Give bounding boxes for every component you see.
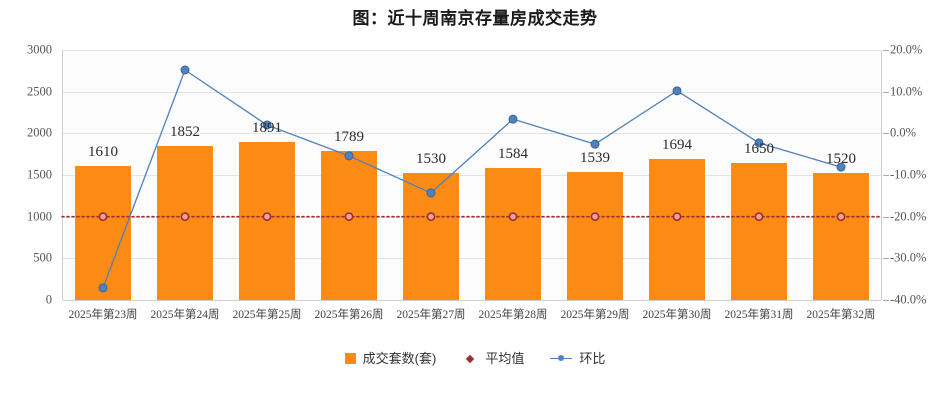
legend-item-bar[interactable]: 成交套数(套) <box>344 351 437 366</box>
y-tick-left: 2500 <box>27 84 52 99</box>
bar-value-label: 1539 <box>580 149 610 166</box>
ratio-line <box>102 69 842 289</box>
y-tick-right: -10.0% <box>890 167 927 182</box>
x-tick-label: 2025年第25周 <box>232 309 302 321</box>
legend-label-bar: 成交套数(套) <box>362 351 437 366</box>
legend-item-average[interactable]: 平均值 <box>462 352 524 365</box>
ratio-point[interactable] <box>426 188 436 198</box>
bar-swatch-icon <box>344 353 356 364</box>
tick-mark <box>883 133 889 135</box>
gridline <box>63 133 881 135</box>
x-tick-label: 2025年第29周 <box>560 309 630 321</box>
y-tick-left: 0 <box>45 292 52 307</box>
tick-mark <box>883 258 889 260</box>
x-tick-label: 2025年第30周 <box>642 309 712 321</box>
y-tick-right: 20.0% <box>890 42 923 57</box>
bar-value-label: 1520 <box>826 151 856 168</box>
average-point[interactable] <box>180 212 190 222</box>
series-overlay <box>61 65 883 293</box>
tick-mark <box>883 91 889 93</box>
gridline <box>63 50 881 51</box>
y-tick-left: 1500 <box>27 167 52 182</box>
y-tick-right: -40.0% <box>890 292 927 307</box>
ratio-point[interactable] <box>672 86 682 96</box>
average-point[interactable] <box>262 212 272 222</box>
y-tick-right: -20.0% <box>890 209 927 224</box>
x-tick-label: 2025年第32周 <box>806 309 876 321</box>
ratio-point[interactable] <box>344 151 354 161</box>
gridline <box>63 91 881 93</box>
bar-value-label: 1610 <box>88 143 118 160</box>
tick-mark <box>883 175 889 176</box>
ratio-point[interactable] <box>590 139 600 149</box>
gridline <box>63 258 881 260</box>
tick-mark <box>883 216 889 218</box>
bar[interactable] <box>567 171 623 300</box>
x-tick-label: 2025年第27周 <box>396 309 466 321</box>
bar-value-label: 1694 <box>662 136 692 153</box>
x-tick-label: 2025年第23周 <box>68 309 138 321</box>
average-point[interactable] <box>672 212 682 222</box>
y-tick-right: 10.0% <box>890 84 923 99</box>
bar-value-label: 1584 <box>498 146 528 162</box>
x-axis-labels: 2025年第23周 2025年第24周 2025年第25周 2025年第26周 2025… <box>62 306 882 326</box>
bar[interactable] <box>485 168 541 300</box>
bar[interactable] <box>321 150 377 300</box>
average-point[interactable] <box>590 212 600 222</box>
ratio-point[interactable] <box>98 283 108 293</box>
tick-mark <box>883 300 889 301</box>
tick-mark <box>883 50 889 51</box>
bar-value-label: 1530 <box>416 150 446 167</box>
x-tick-label: 2025年第24周 <box>150 309 220 321</box>
diamond-marker-icon <box>462 353 478 364</box>
x-tick-label: 2025年第26周 <box>314 309 384 321</box>
average-point[interactable] <box>836 212 846 222</box>
y-tick-left: 500 <box>33 250 52 265</box>
bar[interactable] <box>239 142 295 300</box>
bar-value-label: 1789 <box>334 128 364 145</box>
y-tick-right: 0.0% <box>890 125 917 140</box>
bar[interactable] <box>649 158 705 300</box>
ratio-point[interactable] <box>180 65 190 75</box>
y-tick-left: 2000 <box>27 125 52 140</box>
ratio-point[interactable] <box>836 162 846 172</box>
bar-value-label: 1891 <box>252 120 282 137</box>
gridline <box>63 175 881 176</box>
legend-item-ratio[interactable]: 环比 <box>550 352 605 365</box>
gridline <box>63 300 881 301</box>
bar[interactable] <box>157 145 213 300</box>
bar[interactable] <box>731 162 787 300</box>
average-point[interactable] <box>754 212 764 222</box>
x-tick-label: 2025年第28周 <box>478 309 548 321</box>
legend-label-ratio: 环比 <box>579 351 606 366</box>
chart-title: 图：近十周南京存量房成交走势 <box>352 9 598 28</box>
y-tick-left: 3000 <box>27 42 52 57</box>
bar[interactable] <box>813 173 869 300</box>
average-point[interactable] <box>426 212 436 222</box>
y-tick-right: -30.0% <box>890 250 927 265</box>
average-point[interactable] <box>98 212 108 222</box>
ratio-point[interactable] <box>262 120 272 130</box>
bar[interactable] <box>75 165 131 300</box>
ratio-point[interactable] <box>508 114 518 124</box>
bar-value-label: 1852 <box>170 123 200 140</box>
ratio-point[interactable] <box>754 138 764 148</box>
y-tick-left: 1000 <box>27 209 52 224</box>
average-point[interactable] <box>344 212 354 222</box>
chart-legend: 成交套数(套) 平均值 环比 <box>0 352 950 365</box>
legend-label-average: 平均值 <box>485 351 525 366</box>
average-point[interactable] <box>508 212 518 222</box>
x-tick-label: 2025年第31周 <box>724 309 794 321</box>
line-marker-icon <box>550 353 573 364</box>
bar-value-label: 1650 <box>744 140 774 157</box>
